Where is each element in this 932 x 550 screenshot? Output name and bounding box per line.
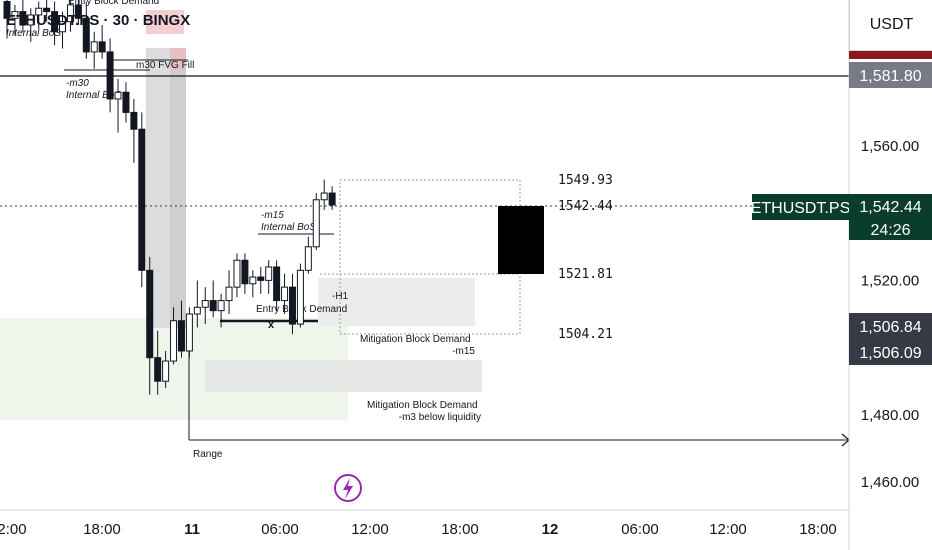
candle-body bbox=[27, 14, 35, 26]
candle-body bbox=[304, 246, 312, 271]
candle-body bbox=[201, 300, 209, 308]
candle-body bbox=[177, 320, 185, 352]
candle-body bbox=[249, 276, 257, 285]
price-tag-label: 1,542.44 bbox=[859, 199, 921, 216]
candle-body bbox=[3, 1, 11, 19]
time-tick-label: 12:00 bbox=[709, 521, 747, 538]
price-tick-label: 1,460.00 bbox=[861, 474, 919, 491]
projection-block bbox=[498, 206, 544, 274]
candle-body bbox=[162, 360, 170, 382]
candle-body bbox=[19, 11, 27, 26]
candle-body bbox=[122, 91, 130, 113]
time-tick-label: 18:00 bbox=[799, 521, 837, 538]
candle-body bbox=[51, 11, 59, 33]
level-label: 1542.44 bbox=[558, 199, 613, 214]
candle-body bbox=[281, 286, 289, 302]
price-tag bbox=[849, 339, 932, 365]
candle-body bbox=[106, 51, 114, 100]
lightning-bolt-icon bbox=[343, 478, 353, 499]
candle-body bbox=[98, 41, 106, 53]
candle-body bbox=[154, 357, 162, 382]
time-tick-label: 18:00 bbox=[441, 521, 479, 538]
candle-body bbox=[90, 41, 98, 53]
price-tag bbox=[849, 62, 932, 88]
level-label: 1521.81 bbox=[558, 267, 613, 282]
candle-body bbox=[273, 266, 281, 302]
candle-body bbox=[320, 192, 328, 201]
price-tag bbox=[849, 313, 932, 339]
candle-body bbox=[312, 199, 320, 248]
candle-body bbox=[35, 7, 43, 16]
range-zone-gray-inner bbox=[170, 48, 186, 328]
candle-body bbox=[43, 7, 51, 13]
annotation-fvg-fill: m30 FVG Fill bbox=[136, 60, 194, 71]
chart-title[interactable]: ETHUSDT.PS · 30 · BINGX bbox=[6, 12, 191, 29]
mitigation-zone-m3 bbox=[205, 360, 482, 392]
price-tag bbox=[752, 194, 849, 220]
price-tag-label: 1,581.80 bbox=[859, 68, 921, 85]
price-tag-label: 1,506.09 bbox=[859, 345, 921, 362]
annotation-mitigation-m15-2: -m15 bbox=[452, 346, 475, 357]
price-tag-clipped bbox=[849, 50, 932, 59]
candle-body bbox=[296, 269, 304, 325]
annotation-top: Entry Block Demand bbox=[68, 0, 159, 7]
price-tag bbox=[849, 218, 932, 240]
candle-body bbox=[241, 259, 249, 285]
candle-body bbox=[233, 259, 241, 288]
candle-body bbox=[209, 300, 217, 312]
level-label: 1504.21 bbox=[558, 327, 613, 342]
annotation-internal-bos-3: Internal BoS bbox=[261, 222, 316, 233]
candle-body bbox=[288, 286, 296, 325]
candle-body bbox=[66, 4, 74, 23]
candle-body bbox=[146, 269, 154, 359]
annotation-mitigation-m3-2: -m3 below liquidity bbox=[399, 412, 481, 423]
candle-body bbox=[11, 11, 19, 19]
price-tick-label: 1,480.00 bbox=[861, 407, 919, 424]
price-axis-bg bbox=[849, 0, 932, 550]
price-tag-label: 1,506.84 bbox=[859, 319, 921, 336]
time-tick-label: 11 bbox=[184, 521, 200, 538]
time-tick-label: 06:00 bbox=[261, 521, 299, 538]
price-tag-label: ETHUSDT.PS bbox=[751, 200, 851, 217]
candle-body bbox=[59, 21, 67, 33]
price-tag bbox=[849, 194, 932, 218]
annotation-mitigation-m3-1: Mitigation Block Demand bbox=[367, 400, 478, 411]
time-tick-label: 06:00 bbox=[621, 521, 659, 538]
candle-body bbox=[82, 17, 90, 53]
time-tick-label: 2:00 bbox=[0, 521, 27, 538]
annotation-range: Range bbox=[193, 449, 223, 460]
time-tick-label: 18:00 bbox=[83, 521, 121, 538]
supply-zone-red bbox=[146, 10, 184, 34]
currency-button[interactable]: USDT bbox=[849, 0, 932, 51]
candle-body bbox=[185, 313, 193, 352]
annotation-h1: -H1 bbox=[332, 291, 349, 302]
candle-body bbox=[193, 306, 201, 315]
fvg-zone-red bbox=[170, 48, 186, 70]
level-label: 1549.93 bbox=[558, 173, 613, 188]
candle-body bbox=[257, 276, 265, 281]
price-tag-label: 24:26 bbox=[870, 222, 910, 239]
time-tick-label: 12:00 bbox=[351, 521, 389, 538]
candle-body bbox=[217, 300, 225, 312]
candle-body bbox=[225, 286, 233, 302]
candle-body bbox=[265, 266, 273, 281]
candle-body bbox=[130, 111, 138, 130]
annotation-cross: x bbox=[268, 319, 275, 331]
candle-body bbox=[114, 91, 122, 100]
annotation-internal-bos-1: Internal BoS bbox=[6, 28, 61, 39]
time-tick-label: 12 bbox=[542, 521, 559, 538]
candle-body bbox=[138, 128, 146, 271]
candle-body bbox=[74, 4, 82, 19]
annotation-internal-bos-2: Internal BoS bbox=[66, 90, 121, 101]
annotation-mitigation-m15-1: Mitigation Block Demand bbox=[360, 334, 471, 345]
annotation-m15: -m15 bbox=[261, 210, 284, 221]
price-tick-label: 1,560.00 bbox=[861, 138, 919, 155]
candle-body bbox=[170, 320, 178, 362]
candle-body bbox=[328, 192, 336, 206]
mitigation-zone-m15 bbox=[318, 278, 475, 326]
price-tick-label: 1,520.00 bbox=[861, 272, 919, 289]
annotation-m30: -m30 bbox=[66, 78, 89, 89]
